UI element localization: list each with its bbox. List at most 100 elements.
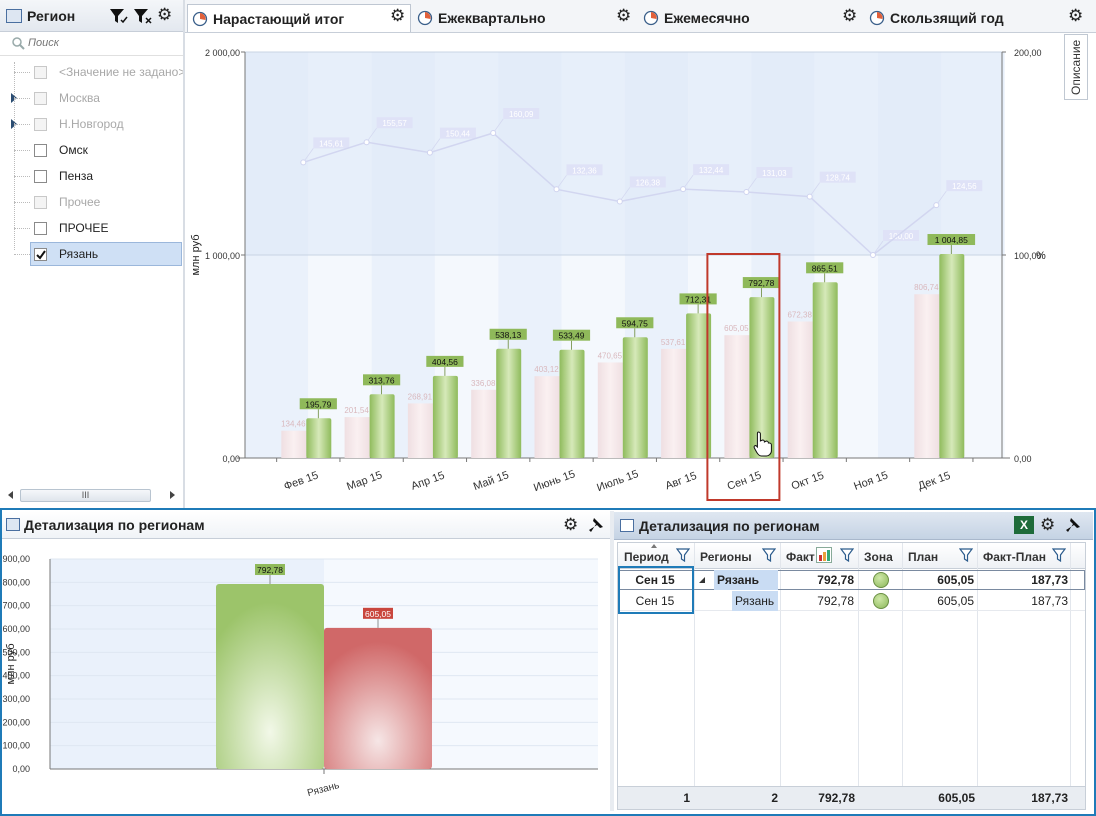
fact-bar [939, 254, 965, 458]
tab-3[interactable]: Скользящий год [865, 4, 1089, 32]
column-filter-icon[interactable] [675, 548, 691, 563]
upper-band [245, 52, 1005, 255]
x-tick-label: Май 15 [472, 469, 511, 493]
region-checkbox[interactable] [34, 170, 47, 183]
region-checkbox[interactable] [34, 66, 47, 79]
collapse-arrow-icon[interactable] [699, 577, 705, 583]
region-search-input[interactable] [28, 35, 178, 51]
sort-arrow-icon[interactable] [651, 544, 657, 548]
region-checkbox[interactable] [34, 196, 47, 209]
cell-plan-text: 605,05 [937, 594, 974, 608]
detail-chart-gear-icon[interactable]: ⚙ [563, 515, 579, 534]
pct-label-box [629, 176, 666, 188]
tab-0[interactable]: Нарастающий итог [187, 4, 411, 32]
column-filter-icon[interactable] [958, 548, 974, 563]
tab-settings-gear-icon[interactable]: ⚙ [842, 6, 858, 25]
column-header-3[interactable]: Зона [864, 545, 902, 569]
pct-label: 132,36 [572, 166, 597, 175]
y-tick-label: 500,00 [2, 647, 30, 657]
region-settings-gear-icon[interactable]: ⚙ [157, 5, 173, 24]
x-tick-label: Сен 15 [726, 469, 763, 492]
region-item[interactable] [30, 86, 182, 110]
detail-chart-icon [6, 518, 20, 531]
tab-label: Скользящий год [890, 10, 1004, 26]
region-item-label: Рязань [59, 247, 99, 261]
plan-label: 537,61 [661, 338, 686, 347]
region-item[interactable] [30, 164, 182, 188]
table-row[interactable] [618, 591, 1085, 611]
detail-grid-gear-icon[interactable]: ⚙ [1040, 515, 1056, 534]
y-axis-label: млн руб [5, 643, 17, 684]
y2-tick-label: 100,00 [1014, 251, 1042, 261]
column-header-4[interactable]: План [908, 545, 977, 569]
region-item[interactable] [30, 242, 182, 266]
column-header-5[interactable]: Факт-План [983, 545, 1070, 569]
scrollbar-thumb[interactable]: III [20, 489, 151, 502]
tab-settings-gear-icon[interactable]: ⚙ [390, 6, 406, 25]
total-diff: 187,73 [1031, 791, 1068, 805]
tab-1[interactable]: Ежеквартально [413, 4, 637, 32]
region-checkbox[interactable] [34, 248, 47, 261]
detail-chart-pin-icon[interactable] [587, 516, 605, 534]
plan-bar [344, 417, 370, 458]
x-tick-label: Июль 15 [595, 468, 640, 494]
x-tick-label: Окт 15 [790, 470, 826, 493]
region-item-label: Омск [59, 143, 88, 157]
column-header-1[interactable]: Регионы [700, 545, 780, 569]
pct-label-box [313, 137, 350, 149]
column-chart-icon[interactable] [816, 547, 832, 563]
region-item[interactable] [30, 190, 182, 214]
region-item-label: Прочее [59, 195, 101, 209]
pct-point [870, 252, 876, 258]
description-side-tab[interactable]: Описание [1064, 34, 1088, 100]
region-checkbox[interactable] [34, 144, 47, 157]
bar-label-box [255, 564, 285, 576]
region-checkbox[interactable] [34, 222, 47, 235]
column-header-2[interactable]: Факт [786, 545, 858, 569]
search-icon [11, 36, 25, 50]
region-panel-header [0, 0, 183, 32]
cell-region-text: Рязань [717, 573, 759, 587]
pct-label: 100,00 [889, 232, 914, 241]
region-checkbox[interactable] [34, 92, 47, 105]
region-list-hscrollbar[interactable]: III [4, 488, 179, 504]
tab-settings-gear-icon[interactable]: ⚙ [1068, 6, 1084, 25]
column-header-0[interactable]: Период [624, 545, 694, 569]
total-fact: 792,78 [818, 791, 855, 805]
detail-bar [324, 627, 432, 769]
tab-2[interactable]: Ежемесячно [639, 4, 863, 32]
column-filter-icon[interactable] [761, 548, 777, 563]
plan-label: 134,46 [281, 420, 306, 429]
detail-chart-title: Детализация по регионам [24, 517, 205, 533]
filter-clear-icon[interactable] [132, 7, 152, 25]
total-period: 1 [683, 791, 690, 805]
fact-label-box [552, 329, 591, 341]
column-header-label: Зона [864, 550, 893, 564]
excel-export-icon[interactable]: X [1014, 516, 1034, 534]
bar-label: 605,05 [365, 609, 391, 619]
detail-grid-pin-icon[interactable] [1064, 516, 1082, 534]
column-header-label: Регионы [700, 550, 752, 564]
plan-label: 806,74 [914, 283, 939, 292]
hand-cursor-icon [753, 431, 772, 457]
column-filter-icon[interactable] [1051, 548, 1067, 563]
fact-label: 538,13 [495, 330, 521, 340]
region-checkbox[interactable] [34, 118, 47, 131]
tab-settings-gear-icon[interactable]: ⚙ [616, 6, 632, 25]
y-tick-label: 400,00 [2, 671, 30, 681]
x-tick-label: Июнь 15 [532, 468, 577, 494]
x-tick-label: Рязань [306, 780, 340, 799]
y-tick-label: 800,00 [2, 577, 30, 587]
tab-label: Ежемесячно [664, 10, 750, 26]
fact-label: 594,75 [622, 318, 648, 328]
column-filter-icon[interactable] [839, 548, 855, 563]
fact-bar [622, 337, 648, 458]
total-plan: 605,05 [938, 791, 975, 805]
pct-point [426, 149, 433, 156]
filter-apply-icon[interactable] [108, 7, 128, 25]
chart-tab-icon [192, 11, 208, 27]
tab-label: Ежеквартально [438, 10, 546, 26]
region-item[interactable] [30, 138, 182, 162]
cell-period: Сен 15 [620, 570, 690, 590]
column-header-label: Период [624, 550, 669, 564]
